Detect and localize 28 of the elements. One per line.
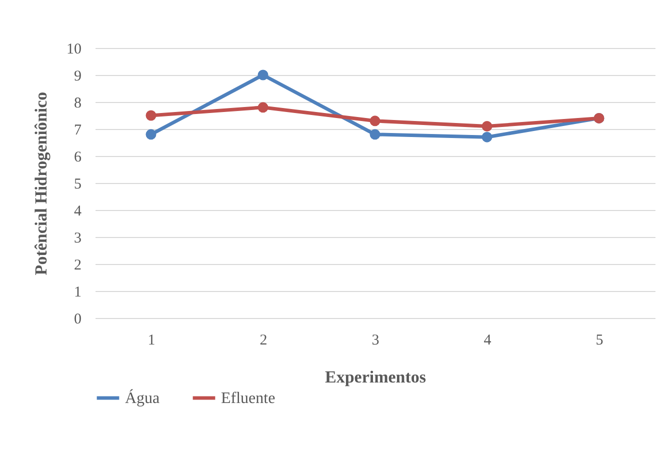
x-tick-label: 3 <box>372 332 380 348</box>
legend-label: Água <box>125 389 160 407</box>
point <box>146 110 156 121</box>
y-axis-title: Potêncial Hidrogeniônico <box>32 92 50 276</box>
x-tick-label: 4 <box>484 332 492 348</box>
y-tick-label: 6 <box>74 150 82 166</box>
x-axis-title: Experimentos <box>324 368 426 386</box>
point <box>370 129 380 140</box>
y-tick-label: 7 <box>74 122 82 138</box>
point <box>146 129 156 140</box>
x-tick-label: 2 <box>260 332 268 348</box>
x-tick-label: 5 <box>596 332 604 348</box>
y-tick-label: 4 <box>74 204 82 220</box>
point <box>258 102 268 113</box>
y-tick-label: 1 <box>74 284 82 300</box>
point <box>258 70 268 80</box>
y-tick-label: 9 <box>74 68 82 84</box>
y-tick-label: 0 <box>74 312 82 328</box>
y-tick-label: 3 <box>74 230 82 246</box>
x-tick-label: 1 <box>148 332 156 348</box>
point <box>482 132 492 142</box>
y-tick-label: 8 <box>74 96 82 112</box>
legend-label: Efluente <box>221 390 276 407</box>
y-tick-label: 2 <box>74 258 82 274</box>
point <box>370 116 380 126</box>
y-tick-label: 10 <box>66 42 82 58</box>
y-tick-label: 5 <box>74 176 82 192</box>
point <box>482 121 492 132</box>
